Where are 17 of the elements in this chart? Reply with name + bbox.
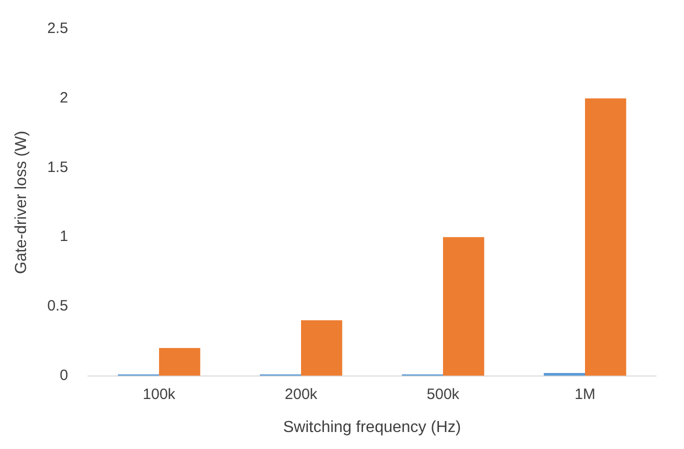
bar bbox=[159, 348, 200, 376]
y-tick-label: 1 bbox=[60, 228, 68, 246]
x-axis-title: Switching frequency (Hz) bbox=[283, 418, 461, 436]
y-tick-label: 0.5 bbox=[47, 298, 68, 315]
x-tick-label: 100k bbox=[142, 386, 176, 403]
x-tick-label: 200k bbox=[284, 386, 318, 403]
y-tick-label: 2.5 bbox=[47, 20, 68, 38]
y-tick-label: 1.5 bbox=[47, 158, 68, 176]
bar bbox=[443, 237, 484, 376]
bar bbox=[585, 98, 626, 376]
x-tick-label: 1M bbox=[574, 386, 596, 403]
bar bbox=[544, 373, 586, 376]
x-tick-label: 500k bbox=[426, 386, 460, 403]
y-tick-label: 0 bbox=[60, 366, 68, 384]
y-axis-title: Gate-driver loss (W) bbox=[13, 130, 30, 274]
bar bbox=[301, 320, 342, 376]
y-tick-label: 2 bbox=[60, 90, 68, 106]
